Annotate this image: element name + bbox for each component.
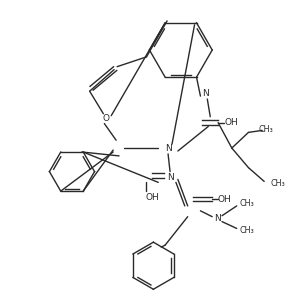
Text: OH: OH bbox=[225, 118, 239, 127]
Text: CH₃: CH₃ bbox=[259, 125, 274, 134]
Text: N: N bbox=[167, 173, 173, 182]
Text: CH₃: CH₃ bbox=[271, 179, 285, 188]
Text: N: N bbox=[214, 214, 220, 223]
Text: OH: OH bbox=[217, 194, 231, 204]
Text: N: N bbox=[202, 89, 209, 98]
Text: CH₃: CH₃ bbox=[239, 199, 254, 208]
Text: O: O bbox=[103, 114, 110, 123]
Text: N: N bbox=[165, 143, 171, 153]
Text: OH: OH bbox=[146, 193, 159, 202]
Text: CH₃: CH₃ bbox=[239, 226, 254, 235]
